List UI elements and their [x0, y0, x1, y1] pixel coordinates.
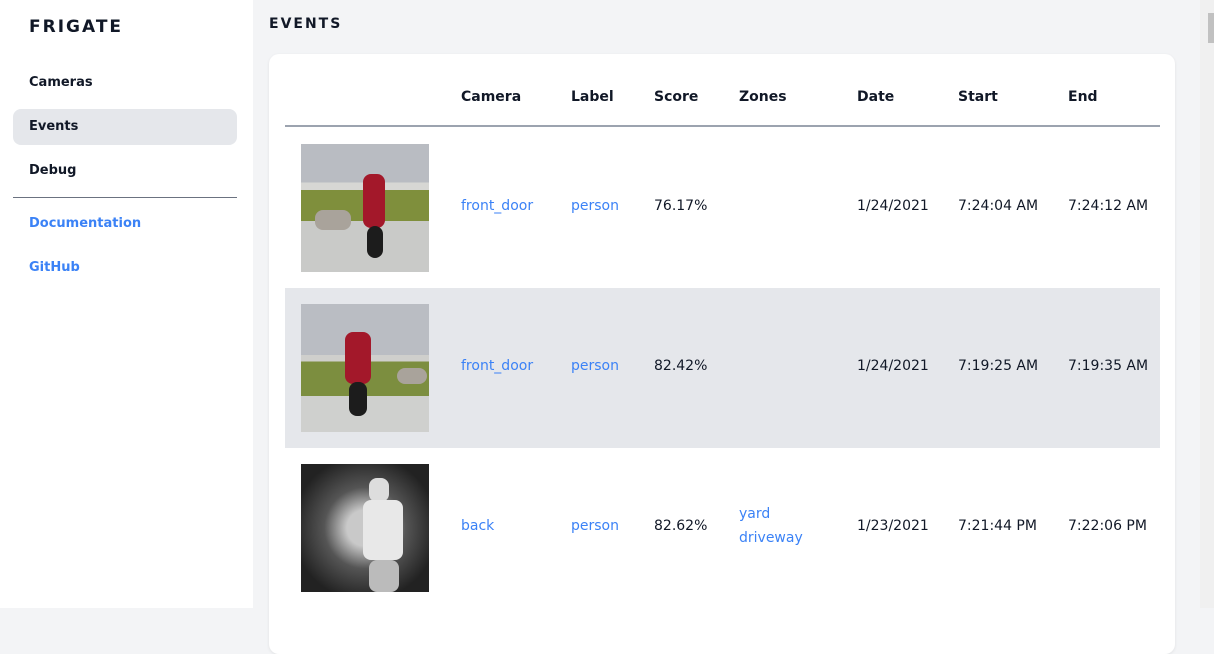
column-header-camera: Camera	[461, 89, 522, 105]
sidebar-item-cameras[interactable]: Cameras	[29, 75, 93, 90]
brand-logo: FRIGATE	[29, 17, 124, 37]
label-link[interactable]: person	[571, 198, 619, 214]
events-table: Camera Label Score Zones Date Start End …	[269, 54, 1175, 654]
date-cell: 1/24/2021	[857, 358, 929, 374]
column-header-label: Label	[571, 89, 614, 105]
label-link[interactable]: person	[571, 358, 619, 374]
column-header-date: Date	[857, 89, 895, 105]
sidebar-item-debug[interactable]: Debug	[29, 163, 77, 178]
end-cell: 7:22:06 PM	[1068, 518, 1147, 534]
camera-link[interactable]: back	[461, 518, 495, 534]
sidebar-divider	[13, 197, 237, 198]
table-row[interactable]: back person 82.62% yard driveway 1/23/20…	[285, 448, 1160, 608]
start-cell: 7:24:04 AM	[958, 198, 1039, 214]
table-row[interactable]: front_door person 76.17% 1/24/2021 7:24:…	[285, 128, 1160, 288]
start-cell: 7:19:25 AM	[958, 358, 1039, 374]
camera-link[interactable]: front_door	[461, 198, 534, 214]
score-cell: 76.17%	[654, 198, 708, 214]
event-thumbnail[interactable]	[301, 144, 429, 272]
scrollbar-thumb[interactable]	[1208, 13, 1214, 43]
column-header-start: Start	[958, 89, 998, 105]
table-header: Camera Label Score Zones Date Start End	[285, 54, 1160, 127]
camera-link[interactable]: front_door	[461, 358, 534, 374]
date-cell: 1/23/2021	[857, 518, 929, 534]
sidebar-item-events[interactable]: Events	[13, 109, 237, 145]
score-cell: 82.42%	[654, 358, 708, 374]
documentation-link[interactable]: Documentation	[29, 216, 142, 231]
end-cell: 7:19:35 AM	[1068, 358, 1149, 374]
page-title: EVENTS	[269, 16, 343, 32]
table-row[interactable]: front_door person 82.42% 1/24/2021 7:19:…	[285, 288, 1160, 448]
zone-link[interactable]: yard	[739, 506, 771, 522]
event-thumbnail[interactable]	[301, 464, 429, 592]
sidebar: FRIGATE Cameras Events Debug Documentati…	[0, 0, 253, 608]
column-header-zones: Zones	[739, 89, 787, 105]
end-cell: 7:24:12 AM	[1068, 198, 1149, 214]
event-thumbnail[interactable]	[301, 304, 429, 432]
score-cell: 82.62%	[654, 518, 708, 534]
column-header-score: Score	[654, 89, 699, 105]
start-cell: 7:21:44 PM	[958, 518, 1037, 534]
github-link[interactable]: GitHub	[29, 260, 80, 275]
column-header-end: End	[1068, 89, 1098, 105]
scrollbar[interactable]	[1200, 0, 1214, 608]
date-cell: 1/24/2021	[857, 198, 929, 214]
zone-link[interactable]: driveway	[739, 530, 803, 546]
label-link[interactable]: person	[571, 518, 619, 534]
